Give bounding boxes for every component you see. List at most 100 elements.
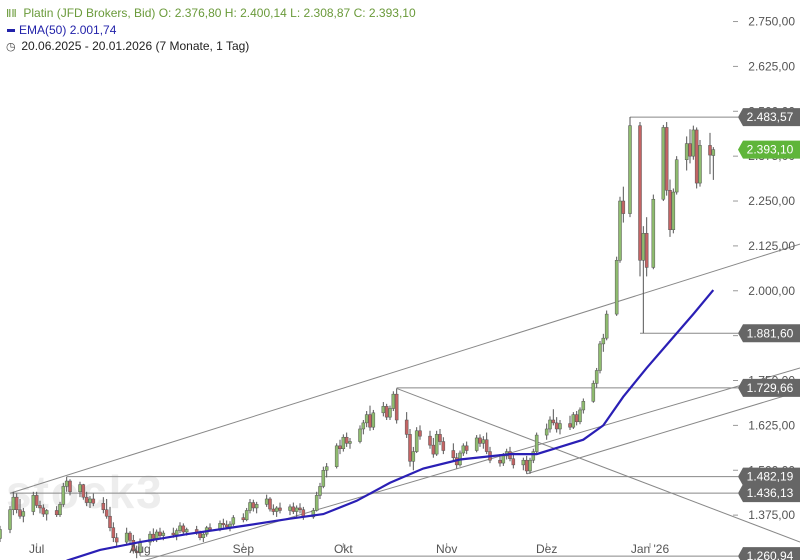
- x-tick-label: Nov: [436, 542, 457, 556]
- drawing-lines[interactable]: [9, 116, 800, 560]
- candle: [534, 432, 539, 454]
- candle-body: [628, 125, 632, 214]
- candle: [68, 479, 72, 496]
- candle-body: [34, 495, 39, 506]
- candle: [291, 502, 296, 515]
- candle: [464, 441, 469, 455]
- candle-body: [334, 445, 339, 467]
- candle-body: [18, 509, 22, 517]
- candle: [44, 509, 49, 521]
- candle: [688, 129, 692, 164]
- candle-body: [324, 466, 329, 471]
- candle-body: [411, 451, 416, 462]
- candle-body: [108, 515, 112, 528]
- candle-body: [571, 414, 576, 428]
- price-label-text: 2.393,10: [747, 143, 794, 157]
- candle: [651, 194, 656, 270]
- candle: [178, 522, 182, 534]
- candle: [8, 506, 12, 534]
- candle-body: [548, 419, 552, 430]
- candle-body: [264, 498, 269, 505]
- candle-body: [638, 125, 642, 261]
- candle: [371, 409, 376, 431]
- ema-label: EMA(50): [19, 23, 67, 37]
- candle: [581, 398, 586, 414]
- candle: [574, 411, 579, 426]
- candle: [474, 435, 479, 453]
- candle-body: [404, 419, 409, 435]
- candle-body: [201, 533, 206, 538]
- candle-body: [184, 529, 189, 533]
- candle: [548, 416, 552, 433]
- candle: [271, 504, 276, 516]
- price-label-text: 2.483,57: [747, 110, 794, 124]
- price-label-text: 1.260,94: [747, 549, 794, 560]
- price-label-box: [738, 324, 800, 343]
- x-tick-label: Aug: [129, 542, 150, 556]
- candle-body: [414, 430, 419, 452]
- candle: [698, 140, 702, 187]
- candle: [241, 513, 246, 523]
- candle-body: [11, 496, 16, 510]
- candle: [91, 493, 96, 507]
- legend-ema-row[interactable]: EMA(50) 2.001,74: [6, 22, 416, 38]
- candle: [568, 415, 572, 431]
- candle-body: [91, 498, 96, 504]
- candle: [338, 439, 342, 455]
- candle: [644, 217, 649, 277]
- candle: [431, 437, 436, 458]
- candle: [54, 506, 59, 517]
- candle-body: [338, 445, 342, 449]
- ohlc-open: O: 2.376,80: [158, 6, 222, 20]
- candle-body: [698, 145, 702, 184]
- candle: [11, 491, 16, 516]
- candle-body: [641, 233, 646, 261]
- candle: [108, 506, 112, 532]
- candle-body: [318, 486, 322, 496]
- candle-body: [314, 495, 319, 511]
- candle: [254, 501, 259, 514]
- candle: [614, 256, 619, 316]
- candle: [528, 457, 532, 474]
- current-price-label: 2.393,10: [738, 140, 800, 159]
- candle-body: [684, 143, 689, 160]
- legend-main-row[interactable]: ⅡⅡ Platin (JFD Brokers, Bid) O: 2.376,80…: [6, 5, 416, 22]
- candle-body: [88, 498, 92, 503]
- candle-body: [8, 509, 12, 530]
- candle-body: [594, 370, 599, 384]
- candle: [571, 412, 576, 429]
- candle-body: [161, 532, 166, 536]
- candle-body: [208, 527, 212, 530]
- candle-body: [171, 532, 176, 536]
- candle: [58, 501, 62, 517]
- candle-body: [394, 393, 399, 421]
- price-level-label: 1.482,19: [738, 467, 800, 486]
- candle: [481, 436, 486, 449]
- candle-body: [384, 406, 389, 418]
- candle: [441, 437, 446, 455]
- candle-body: [388, 408, 392, 418]
- candle-body: [441, 441, 446, 451]
- candle: [408, 428, 412, 467]
- candle-body: [368, 414, 372, 428]
- trendline: [526, 390, 800, 475]
- candle-body: [598, 343, 602, 371]
- legend-range-row[interactable]: ◷ 20.06.2025 - 20.01.2026 (7 Monate, 1 T…: [6, 38, 416, 55]
- candle: [21, 507, 26, 523]
- candle-body: [274, 507, 279, 512]
- candle: [664, 122, 669, 196]
- candle: [134, 545, 139, 559]
- candle-body: [31, 495, 36, 512]
- candle-body: [41, 507, 46, 515]
- candle: [484, 432, 489, 455]
- price-label-text: 1.482,19: [747, 470, 794, 484]
- candle: [278, 502, 282, 514]
- candle: [521, 457, 526, 471]
- candle-body: [134, 550, 139, 554]
- candle: [221, 518, 226, 528]
- candle-body: [544, 428, 549, 436]
- candle-body: [674, 159, 679, 193]
- candle-body: [578, 409, 582, 423]
